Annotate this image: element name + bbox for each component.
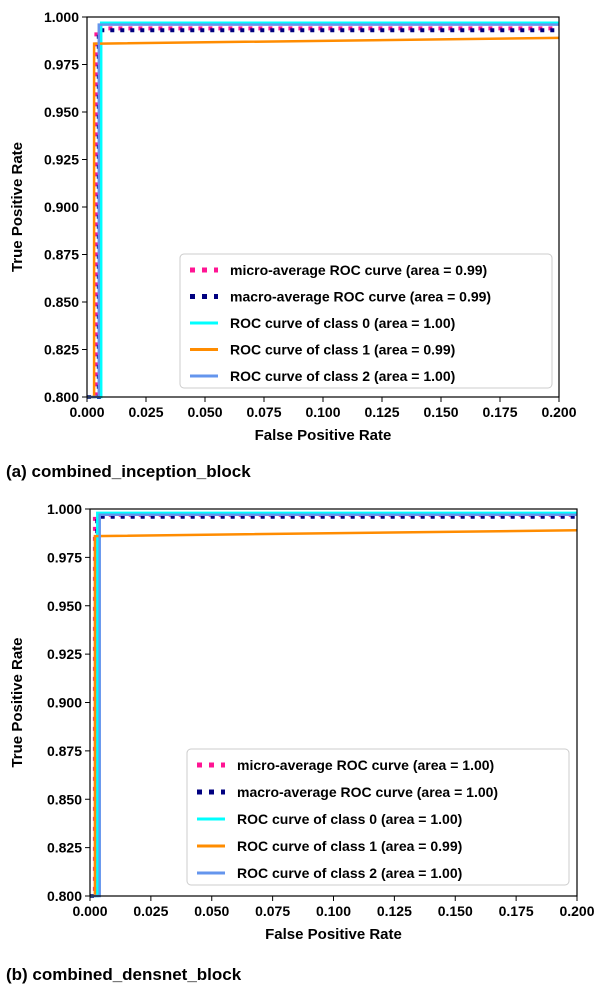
y-tick-label: 1.000 (44, 9, 79, 25)
x-tick-label: 0.200 (559, 903, 594, 919)
y-axis-label: True Positive Rate (9, 637, 26, 767)
y-tick-label: 0.850 (44, 294, 79, 310)
roc-chart-inception: 0.000 0.025 0.050 0.075 0.100 0.125 0.150 0.175… (9, 9, 577, 444)
y-tick-label: 0.800 (44, 389, 79, 405)
legend-label: ROC curve of class 0 (area = 1.00) (237, 811, 462, 827)
legend-label: macro-average ROC curve (area = 0.99) (230, 289, 491, 305)
y-tick-label: 0.975 (44, 57, 79, 73)
x-tick-label: 0.125 (377, 903, 412, 919)
x-tick-label: 0.175 (499, 903, 534, 919)
legend: micro-average ROC curve (area = 1.00) mac… (186, 748, 570, 886)
y-tick-label: 0.875 (47, 743, 82, 759)
x-axis-label: False Positive Rate (255, 427, 392, 444)
y-tick-label: 1.000 (47, 501, 82, 517)
x-tick-label: 0.050 (194, 903, 229, 919)
y-tick-label: 0.950 (47, 598, 82, 614)
x-tick-label: 0.175 (482, 404, 517, 420)
x-axis-label: False Positive Rate (265, 926, 402, 943)
x-tick-label: 0.125 (364, 404, 399, 420)
legend-label: macro-average ROC curve (area = 1.00) (237, 784, 498, 800)
y-tick-label: 0.825 (47, 840, 82, 856)
x-tick-label: 0.075 (255, 903, 290, 919)
y-tick-label: 0.825 (44, 342, 79, 358)
x-tick-label: 0.100 (305, 404, 340, 420)
legend-box (179, 253, 553, 389)
legend-label: ROC curve of class 2 (area = 1.00) (230, 368, 455, 384)
y-tick-label: 0.975 (47, 549, 82, 565)
y-tick-label: 0.900 (47, 695, 82, 711)
x-tick-label: 0.000 (72, 903, 107, 919)
x-tick-label: 0.025 (128, 404, 163, 420)
x-tick-label: 0.200 (541, 404, 576, 420)
legend-label: ROC curve of class 1 (area = 0.99) (230, 342, 455, 358)
x-tick-label: 0.075 (246, 404, 281, 420)
legend-label: ROC curve of class 0 (area = 1.00) (230, 315, 455, 331)
y-tick-label: 0.925 (44, 152, 79, 168)
legend-label: micro-average ROC curve (area = 0.99) (230, 262, 487, 278)
caption-inception: (a) combined_inception_block (6, 462, 251, 481)
x-tick-label: 0.150 (423, 404, 458, 420)
y-tick-label: 0.900 (44, 199, 79, 215)
y-tick-label: 0.800 (47, 888, 82, 904)
series-line-0 (87, 26, 559, 399)
x-tick-label: 0.050 (187, 404, 222, 420)
x-tick-label: 0.000 (69, 404, 104, 420)
y-tick-label: 0.950 (44, 104, 79, 120)
legend-box (186, 748, 570, 886)
x-tick-label: 0.100 (316, 903, 351, 919)
roc-chart-densnet: 0.000 0.025 0.050 0.075 0.100 0.125 0.150 0.175… (9, 501, 595, 943)
y-tick-label: 0.925 (47, 646, 82, 662)
y-axis-label: True Positive Rate (9, 142, 26, 272)
x-tick-label: 0.025 (133, 903, 168, 919)
y-tick-label: 0.875 (44, 247, 79, 263)
legend-label: ROC curve of class 2 (area = 1.00) (237, 865, 462, 881)
legend: micro-average ROC curve (area = 0.99) mac… (179, 253, 553, 389)
legend-label: ROC curve of class 1 (area = 0.99) (237, 838, 462, 854)
y-tick-label: 0.850 (47, 791, 82, 807)
caption-densnet: (b) combined_densnet_block (6, 965, 242, 984)
legend-label: micro-average ROC curve (area = 1.00) (237, 757, 494, 773)
x-tick-label: 0.150 (438, 903, 473, 919)
